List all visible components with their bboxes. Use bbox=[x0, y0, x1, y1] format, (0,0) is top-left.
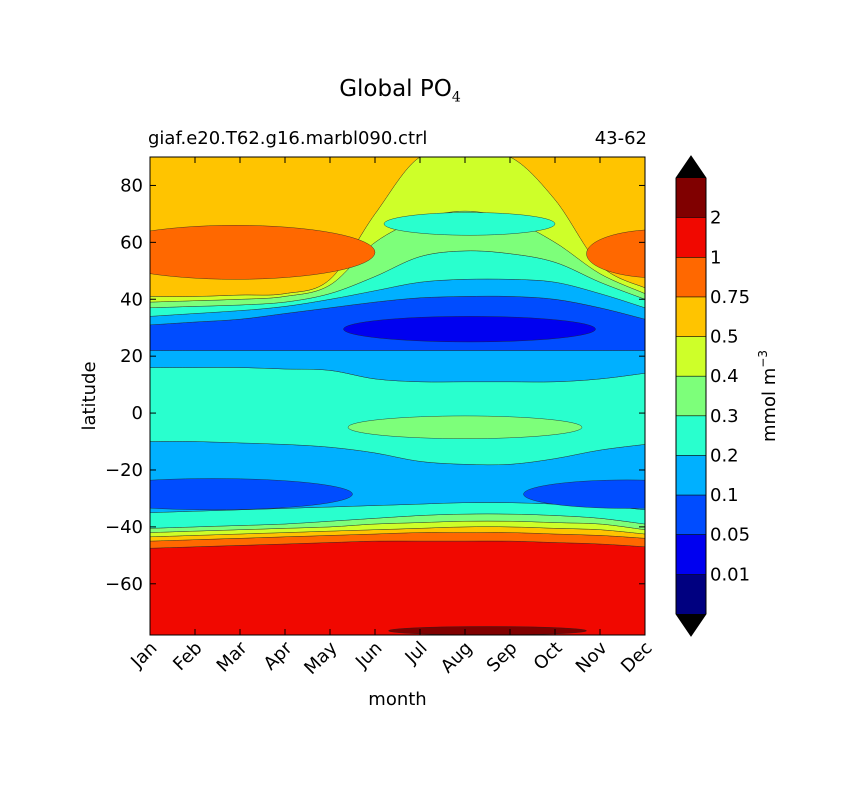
colorbar-segment-0 bbox=[676, 574, 706, 614]
y-tick-label-4: 0 bbox=[132, 403, 143, 424]
x-tick-label-8: Sep bbox=[483, 638, 522, 677]
x-tick-label-2: Mar bbox=[213, 637, 252, 676]
colorbar-segment-9 bbox=[676, 217, 706, 258]
colorbar-segment-3 bbox=[676, 455, 706, 496]
contour-blob-0 bbox=[150, 225, 376, 280]
contour-blob-2 bbox=[383, 212, 556, 236]
plot-frame bbox=[149, 156, 646, 636]
colorbar-segment-6 bbox=[676, 336, 706, 377]
y-tick-label-3: 20 bbox=[120, 346, 143, 367]
contour-fills bbox=[150, 157, 645, 635]
x-tick-label-10: Nov bbox=[572, 637, 612, 677]
x-axis-label: month bbox=[368, 689, 426, 710]
colorbar-segment-8 bbox=[676, 257, 706, 297]
contour-blob-7 bbox=[388, 626, 587, 635]
right-subtitle: 43-62 bbox=[595, 128, 647, 149]
colorbar-label-exponent: −3 bbox=[756, 350, 770, 368]
colorbar-label: mmol m−3 bbox=[756, 350, 780, 442]
chart-title: Global PO4 bbox=[0, 76, 800, 106]
colorbar-min-arrow bbox=[676, 614, 706, 636]
colorbar-tick-label-7: 0.75 bbox=[710, 287, 750, 308]
colorbar-tick-label-1: 0.05 bbox=[710, 525, 750, 546]
colorbar-tick-label-8: 1 bbox=[710, 247, 721, 268]
x-tick-label-3: Apr bbox=[260, 637, 297, 674]
contour-band-0 bbox=[150, 540, 645, 635]
colorbar-tick-label-5: 0.4 bbox=[710, 366, 739, 387]
y-tick-label-2: 40 bbox=[120, 289, 143, 310]
colorbar-segment-2 bbox=[676, 495, 706, 535]
y-tick-label-5: −20 bbox=[105, 460, 143, 481]
colorbar-tick-label-6: 0.5 bbox=[710, 327, 739, 348]
contour-blob-6 bbox=[343, 316, 596, 343]
colorbar-frame bbox=[675, 155, 707, 637]
colorbar-segment-10 bbox=[676, 178, 706, 218]
chart-title-main: Global PO bbox=[339, 76, 452, 102]
y-tick-label-0: 80 bbox=[120, 175, 143, 196]
colorbar-segment-4 bbox=[676, 415, 706, 456]
y-tick-label-1: 60 bbox=[120, 232, 143, 253]
colorbar-segment-7 bbox=[676, 296, 706, 337]
colorbar-tick-label-2: 0.1 bbox=[710, 485, 739, 506]
y-tick-label-7: −60 bbox=[105, 574, 143, 595]
chart-title-subscript: 4 bbox=[451, 89, 461, 106]
contour-blob-5 bbox=[523, 479, 645, 509]
colorbar-tick-label-4: 0.3 bbox=[710, 406, 739, 427]
colorbar-tick-label-0: 0.01 bbox=[710, 564, 750, 585]
y-axis-label: latitude bbox=[79, 361, 100, 430]
left-subtitle: giaf.e20.T62.g16.marbl090.ctrl bbox=[148, 128, 427, 149]
x-tick-label-4: May bbox=[300, 637, 341, 678]
x-tick-label-11: Dec bbox=[617, 638, 656, 677]
x-tick-label-0: Jan bbox=[126, 638, 161, 673]
contour-blob-1 bbox=[586, 229, 645, 278]
x-tick-label-7: Aug bbox=[437, 638, 477, 678]
x-tick-label-6: Jul bbox=[401, 638, 432, 669]
y-tick-label-6: −40 bbox=[105, 517, 143, 538]
contour-blob-4 bbox=[150, 478, 353, 511]
colorbar-tick-label-9: 2 bbox=[710, 208, 721, 229]
colorbar-segment-1 bbox=[676, 534, 706, 575]
colorbar-tick-label-3: 0.2 bbox=[710, 445, 739, 466]
colorbar-max-arrow bbox=[676, 156, 706, 178]
colorbar-segment-5 bbox=[676, 376, 706, 416]
x-tick-label-9: Oct bbox=[530, 638, 567, 675]
x-tick-label-1: Feb bbox=[169, 638, 206, 675]
contour-blob-3 bbox=[347, 415, 583, 439]
x-tick-label-5: Jun bbox=[351, 638, 386, 673]
